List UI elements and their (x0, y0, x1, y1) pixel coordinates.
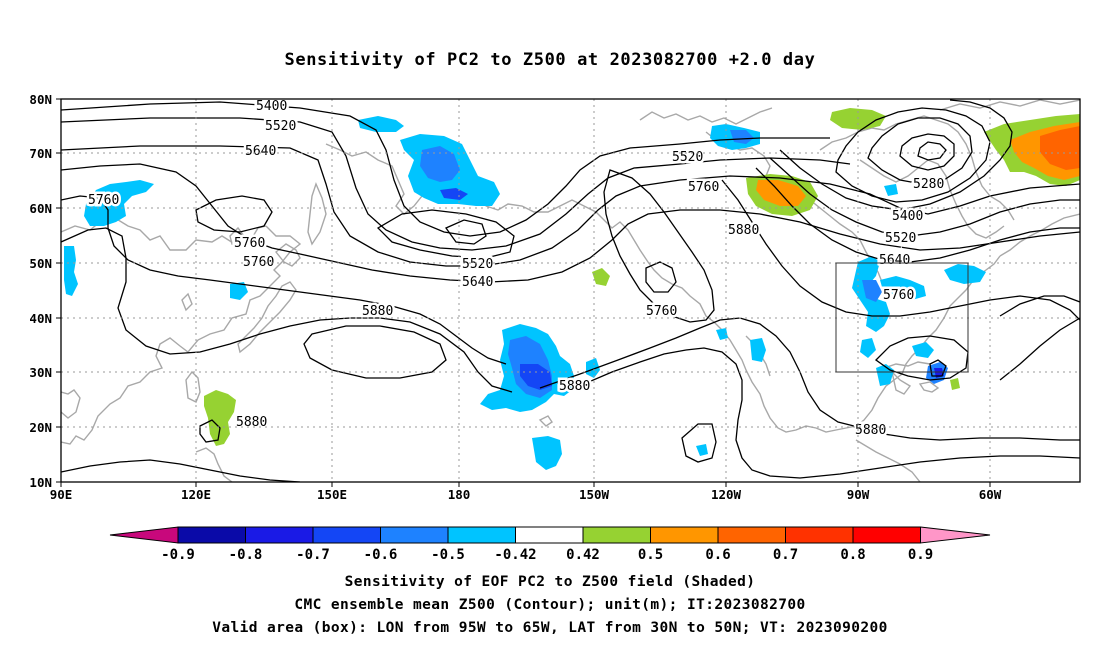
z500-contours (61, 99, 1080, 482)
colorbar-segment (785, 526, 854, 544)
lon-label: 150W (579, 487, 610, 502)
colorbar-segment (650, 526, 719, 544)
lon-label: 150E (317, 487, 347, 502)
contour-label: 5400 (892, 209, 923, 224)
colorbar-segment (582, 526, 651, 544)
contour-label: 5760 (883, 288, 914, 303)
chart-title: Sensitivity of PC2 to Z500 at 2023082700… (284, 50, 816, 70)
contour-label: 5880 (236, 415, 267, 430)
colorbar-tick-label: 0.7 (773, 547, 798, 563)
lat-label: 50N (29, 256, 52, 271)
lat-label: 20N (29, 420, 52, 435)
contour-label: 5400 (256, 99, 287, 114)
colorbar-segment (177, 526, 246, 544)
contour-label: 5520 (265, 119, 296, 134)
contour-label: 5280 (913, 177, 944, 192)
contour-label: 5880 (728, 223, 759, 238)
colorbar-cap-high (920, 526, 991, 544)
lon-label: 90W (847, 487, 870, 502)
contour-label: 5640 (245, 144, 276, 159)
contour-label: 5880 (855, 423, 886, 438)
contour-label: 5640 (462, 275, 493, 290)
lat-label: 40N (29, 311, 52, 326)
colorbar-tick-label: -0.5 (431, 547, 465, 563)
sensitivity-shading (64, 108, 1080, 470)
lat-label: 30N (29, 365, 52, 380)
lat-label: 60N (29, 201, 52, 216)
colorbar-segment (312, 526, 381, 544)
lon-label: 90E (50, 487, 73, 502)
latitude-axis: 80N 70N 60N 50N 40N 30N 20N 10N (29, 92, 61, 490)
gridlines (61, 99, 1080, 482)
colorbar-tick-label: 0.6 (705, 547, 730, 563)
lat-label: 80N (29, 92, 52, 107)
lat-label: 10N (29, 475, 52, 490)
lon-label: 60W (979, 487, 1002, 502)
colorbar-tick-label: -0.8 (229, 547, 263, 563)
contour-label: 5520 (885, 231, 916, 246)
colorbar-tick-label: -0.9 (161, 547, 195, 563)
caption-line-1: Sensitivity of EOF PC2 to Z500 field (Sh… (344, 574, 756, 590)
valid-area-box (835, 262, 969, 373)
contour-label: 5880 (559, 379, 590, 394)
colorbar-segment (447, 526, 516, 544)
colorbar-tick-label: 0.5 (638, 547, 663, 563)
longitude-axis: 90E 120E 150E 180 150W 120W 90W 60W (50, 482, 1002, 502)
lon-label: 120W (711, 487, 742, 502)
contour-label: 5760 (234, 236, 265, 251)
colorbar-segment (245, 526, 314, 544)
colorbar-cap-low (109, 526, 179, 544)
contour-labels: 5400 5520 5640 5760 5760 5760 5880 5880 … (86, 99, 947, 441)
colorbar-segment (852, 526, 921, 544)
lat-label: 70N (29, 146, 52, 161)
colorbar: -0.9 -0.8 -0.7 -0.6 -0.5 -0.42 0.42 0.5 … (109, 526, 991, 563)
contour-label: 5760 (688, 180, 719, 195)
colorbar-segment (515, 526, 584, 544)
lon-label: 120E (181, 487, 211, 502)
colorbar-tick-label: 0.8 (840, 547, 865, 563)
contour-label: 5760 (646, 304, 677, 319)
colorbar-tick-label: -0.7 (296, 547, 330, 563)
colorbar-tick-label: -0.6 (364, 547, 398, 563)
contour-label: 5760 (243, 255, 274, 270)
contour-label: 5640 (879, 253, 910, 268)
contour-label: 5520 (462, 257, 493, 272)
contour-label: 5520 (672, 150, 703, 165)
map-frame (60, 98, 1081, 483)
colorbar-segment (717, 526, 786, 544)
contour-label: 5880 (362, 304, 393, 319)
colorbar-segment (380, 526, 449, 544)
lon-label: 180 (448, 487, 471, 502)
caption-line-3: Valid area (box): LON from 95W to 65W, L… (212, 620, 888, 636)
caption-line-2: CMC ensemble mean Z500 (Contour); unit(m… (294, 597, 806, 613)
colorbar-tick-label: 0.42 (566, 547, 600, 563)
colorbar-tick-label: -0.42 (494, 547, 536, 563)
colorbar-tick-label: 0.9 (908, 547, 933, 563)
contour-label: 5760 (88, 193, 119, 208)
